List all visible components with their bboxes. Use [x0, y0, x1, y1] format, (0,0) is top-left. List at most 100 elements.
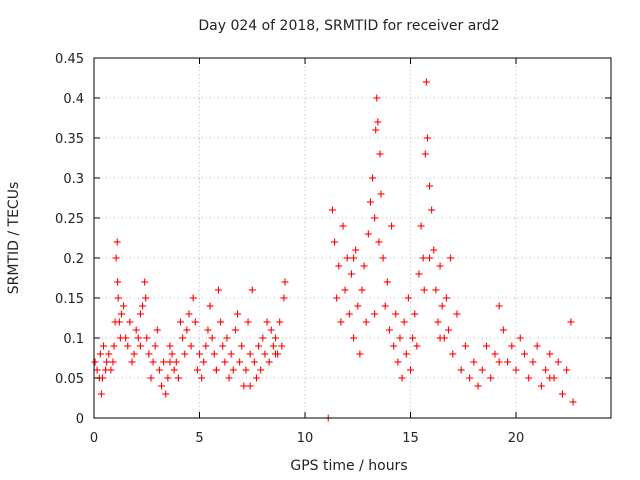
data-point	[128, 358, 136, 366]
data-point	[238, 342, 246, 350]
data-point	[404, 294, 412, 302]
data-point	[529, 358, 537, 366]
data-point	[499, 326, 507, 334]
data-point	[504, 358, 512, 366]
data-point	[244, 318, 252, 326]
data-point	[261, 350, 269, 358]
data-point	[162, 390, 170, 398]
y-axis-title: SRMTID / TECUs	[6, 182, 22, 295]
data-point	[130, 350, 138, 358]
data-point	[445, 326, 453, 334]
data-point	[210, 350, 218, 358]
data-point	[436, 334, 444, 342]
data-point	[109, 358, 117, 366]
data-point	[474, 382, 482, 390]
data-point	[487, 374, 495, 382]
data-point	[335, 262, 343, 270]
data-point	[233, 310, 241, 318]
data-point	[438, 302, 446, 310]
data-point	[388, 222, 396, 230]
data-point	[461, 342, 469, 350]
data-point	[376, 150, 384, 158]
data-point	[263, 318, 271, 326]
data-point	[390, 342, 398, 350]
x-tick-label: 20	[508, 431, 525, 446]
data-point	[371, 214, 379, 222]
data-point	[276, 318, 284, 326]
data-point	[411, 310, 419, 318]
data-point	[208, 334, 216, 342]
data-point	[134, 334, 142, 342]
data-point	[420, 286, 428, 294]
data-point	[563, 366, 571, 374]
data-point	[271, 350, 279, 358]
data-point	[193, 366, 201, 374]
data-point	[136, 342, 144, 350]
data-point	[267, 326, 275, 334]
data-point	[350, 254, 358, 262]
data-point	[428, 206, 436, 214]
data-point	[436, 262, 444, 270]
data-point	[114, 294, 122, 302]
data-point	[126, 318, 134, 326]
data-point	[546, 374, 554, 382]
data-point	[328, 206, 336, 214]
data-point	[478, 366, 486, 374]
data-point	[240, 382, 248, 390]
data-point	[196, 350, 204, 358]
data-point	[280, 294, 288, 302]
data-point	[113, 238, 121, 246]
data-point	[248, 286, 256, 294]
y-tick-label: 0	[76, 412, 84, 427]
data-point	[269, 342, 277, 350]
data-point	[215, 286, 223, 294]
data-point	[278, 342, 286, 350]
data-point	[375, 238, 383, 246]
data-point	[227, 350, 235, 358]
data-point	[124, 342, 132, 350]
data-point	[158, 382, 166, 390]
data-point	[151, 342, 159, 350]
data-point	[554, 358, 562, 366]
data-point	[110, 342, 118, 350]
data-point	[343, 254, 351, 262]
data-point	[166, 342, 174, 350]
data-point	[105, 350, 113, 358]
data-point	[457, 366, 465, 374]
data-point	[185, 310, 193, 318]
data-point	[212, 366, 220, 374]
data-point	[373, 94, 381, 102]
data-point	[187, 342, 195, 350]
data-point	[371, 310, 379, 318]
x-tick-label: 0	[90, 431, 98, 446]
data-point	[107, 366, 115, 374]
data-point	[442, 294, 450, 302]
data-point	[139, 302, 147, 310]
y-tick-label: 0.45	[55, 52, 84, 67]
data-point	[198, 374, 206, 382]
data-point	[516, 334, 524, 342]
data-point	[98, 374, 106, 382]
data-point	[183, 326, 191, 334]
data-point	[132, 326, 140, 334]
data-point	[145, 350, 153, 358]
data-point	[520, 350, 528, 358]
data-point	[99, 342, 107, 350]
data-point	[97, 390, 105, 398]
data-point	[542, 366, 550, 374]
data-point	[147, 374, 155, 382]
data-point	[223, 334, 231, 342]
data-point	[426, 254, 434, 262]
data-point	[366, 198, 374, 206]
data-point	[352, 246, 360, 254]
data-point	[372, 126, 380, 134]
data-point	[120, 302, 128, 310]
data-point	[255, 342, 263, 350]
data-point	[546, 350, 554, 358]
data-point	[246, 350, 254, 358]
data-point	[415, 270, 423, 278]
data-point	[364, 230, 372, 238]
data-point	[360, 262, 368, 270]
data-point	[422, 78, 430, 86]
data-point	[242, 366, 250, 374]
